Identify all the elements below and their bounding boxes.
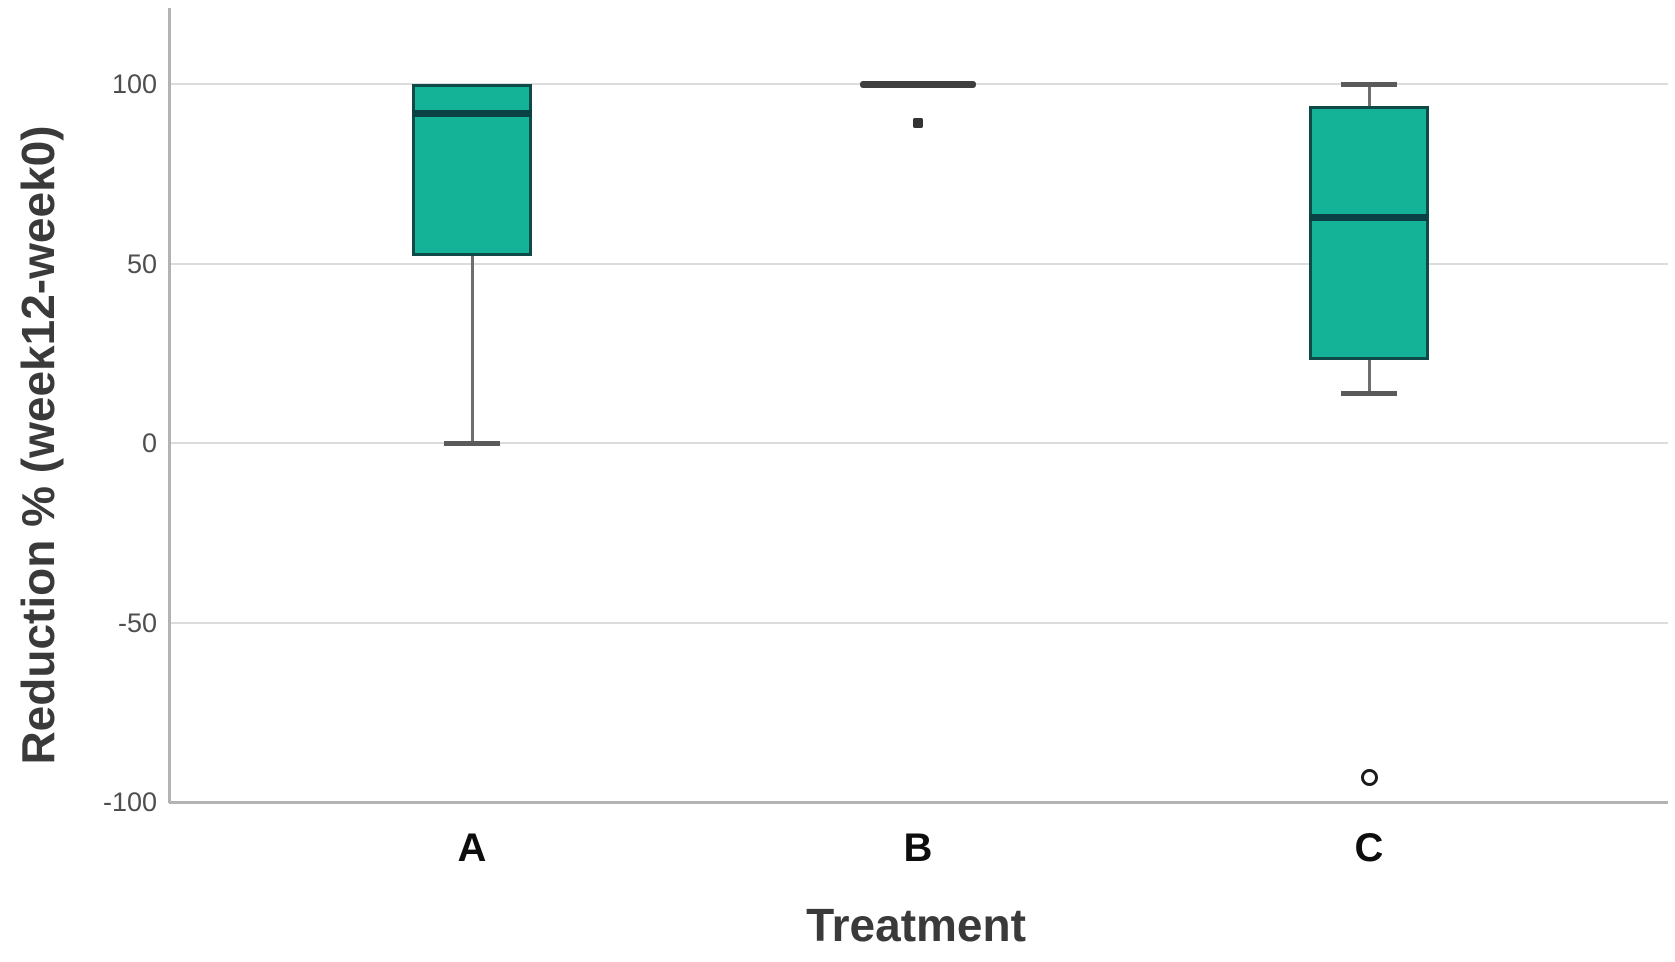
outlier-dot — [913, 118, 923, 129]
whisker-cap — [444, 441, 500, 446]
box — [1309, 105, 1429, 361]
gridline — [169, 262, 1668, 265]
collapsed-box — [860, 80, 976, 88]
whisker-line — [471, 256, 474, 443]
median-line — [1309, 213, 1429, 221]
y-tick-label: -100 — [102, 787, 157, 817]
whisker-cap — [1341, 82, 1397, 87]
whisker-cap — [1341, 390, 1397, 396]
outlier-circle — [1361, 768, 1378, 786]
x-axis-line — [169, 801, 1668, 804]
category-label: A — [457, 826, 487, 870]
whisker-line — [1368, 360, 1371, 393]
gridline — [169, 442, 1668, 444]
category-label: B — [903, 826, 933, 870]
y-tick-label: 100 — [111, 69, 157, 99]
y-tick-label: 0 — [141, 428, 157, 458]
gridline — [169, 621, 1668, 624]
y-tick-label: -50 — [117, 607, 157, 638]
median-line — [412, 109, 532, 117]
whisker-line — [1368, 84, 1371, 106]
category-label: C — [1354, 826, 1384, 870]
x-axis-title: Treatment — [806, 899, 1026, 951]
y-axis-line — [168, 8, 171, 803]
y-tick-label: 50 — [126, 248, 157, 279]
